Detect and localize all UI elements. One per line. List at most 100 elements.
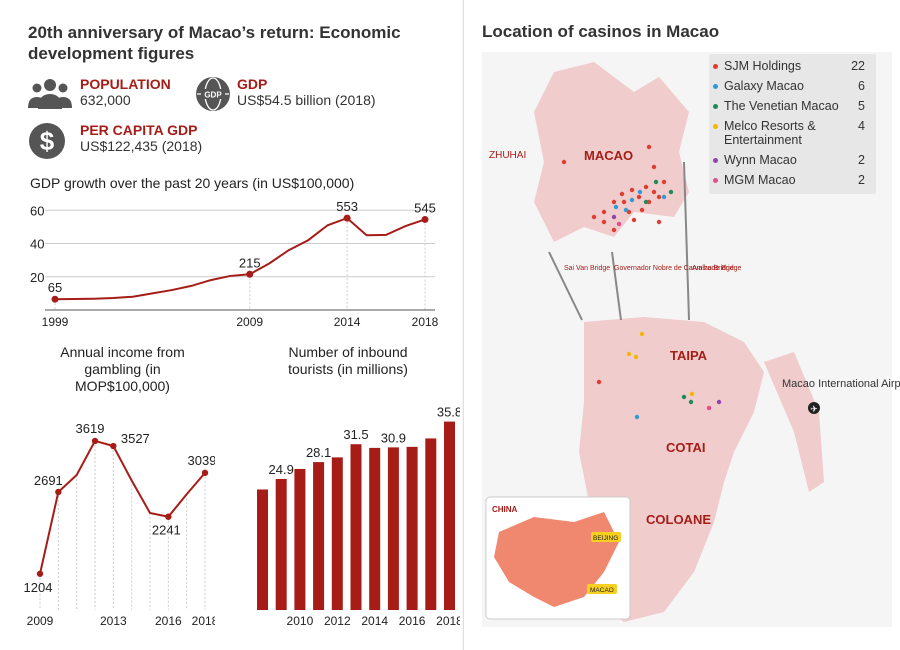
casino-dot — [611, 214, 617, 220]
legend-dot — [713, 158, 718, 164]
casino-dot — [631, 217, 637, 223]
gdp-series-line — [54, 216, 426, 301]
casino-dot — [633, 354, 639, 360]
left-panel: 20th anniversary of Macao’s return: Econ… — [23, 23, 460, 628]
casino-dot — [611, 227, 617, 233]
tourist-bar — [313, 462, 325, 610]
casino-dot — [613, 204, 619, 210]
tourist-bar — [275, 478, 287, 610]
legend-item: SJM Holdings 22 — [713, 59, 873, 73]
gambling-data-label: 2691 — [34, 473, 63, 488]
legend-label: Galaxy Macao — [724, 79, 804, 93]
legend-label: MGM Macao — [724, 173, 796, 187]
casino-dot — [639, 207, 645, 213]
gdp-value: US$54.5 billion (2018) — [237, 92, 376, 108]
legend-item: Melco Resorts & Entertainment 4 — [713, 119, 873, 147]
gambling-chart-title: Annual income from gambling (in MOP$100,… — [60, 344, 185, 394]
casino-dot — [636, 194, 642, 200]
svg-text:GDP: GDP — [204, 91, 222, 100]
tourist-bar-chart: 24.9 28.1 31.5 30.9 35.8 2010 2012 2014 2016 2018 — [257, 405, 460, 628]
legend-item: Galaxy Macao 6 — [713, 79, 873, 93]
casino-dot — [656, 219, 662, 225]
legend-item: Wynn Macao 2 — [713, 153, 873, 167]
legend-dot — [713, 104, 718, 110]
gambling-xtick: 2018 — [192, 614, 215, 628]
casino-dot — [561, 159, 567, 165]
legend: SJM Holdings 22 Galaxy Macao 6 The Venetian … — [709, 54, 876, 194]
gdp-ytick: 20 — [30, 270, 44, 285]
tourist-xtick: 2018 — [436, 614, 460, 628]
airport-icon — [808, 402, 820, 414]
casino-dot — [611, 199, 617, 205]
gambling-data-label: 2241 — [152, 523, 181, 538]
legend-item: MGM Macao 2 — [713, 173, 873, 187]
taipa-label: TAIPA — [670, 348, 708, 363]
gambling-data-label: 3619 — [76, 421, 105, 436]
gdp-xtick: 2018 — [412, 315, 439, 329]
tourist-bar — [406, 446, 418, 610]
casino-dot — [629, 197, 635, 203]
casino-dot — [637, 189, 643, 195]
gdp-label: GDP — [237, 76, 268, 92]
gambling-data-label: 3527 — [121, 431, 150, 446]
legend-count: 4 — [858, 119, 865, 133]
amizade-label: Amizade Bridge — [692, 265, 742, 272]
gambling-data-label: 1204 — [24, 580, 53, 595]
gambling-point — [201, 469, 209, 477]
cotai-label: COTAI — [666, 440, 705, 455]
casino-dot — [626, 351, 632, 357]
casino-dot — [596, 379, 602, 385]
china-shape — [494, 512, 619, 607]
legend-count: 6 — [858, 79, 865, 93]
casino-dot — [601, 209, 607, 215]
gambling-point — [55, 488, 62, 496]
population-value: 632,000 — [80, 92, 131, 108]
gdp-point — [421, 215, 429, 223]
casino-dot — [656, 194, 662, 200]
gambling-xtick: 2013 — [100, 614, 127, 628]
casino-dot — [661, 194, 667, 200]
gdp-ytick: 40 — [30, 237, 44, 252]
casino-dot — [623, 207, 629, 213]
nobre-carvalho-bridge — [611, 251, 622, 321]
casino-dot — [639, 331, 645, 337]
casino-dot — [689, 391, 695, 397]
beijing-tag — [591, 532, 621, 542]
map-title: Location of casinos in Macao — [482, 22, 720, 41]
gdp-data-label: 545 — [414, 200, 436, 215]
gambling-data-label: 3039 — [188, 453, 215, 468]
population-label: POPULATION — [80, 76, 171, 92]
tourist-bar — [350, 444, 362, 610]
casino-dot — [688, 399, 694, 405]
coloane-label: COLOANE — [646, 512, 711, 527]
casino-dots — [561, 144, 722, 420]
gambling-series-line — [39, 439, 206, 574]
casino-dot — [616, 221, 622, 227]
tourist-bar — [444, 421, 455, 610]
legend-dot — [713, 64, 718, 70]
gambling-xtick: 2016 — [155, 614, 182, 628]
legend-count: 2 — [858, 173, 865, 187]
gdp-xtick: 2014 — [334, 315, 361, 329]
casino-dot — [681, 394, 687, 400]
macao-tag — [587, 584, 617, 594]
gdp-point — [246, 270, 254, 278]
casino-dot — [668, 189, 674, 195]
casino-dot — [651, 189, 657, 195]
casino-map: ZHUHAI MACAO TAIPA COTAI COLOANE Sai Van… — [482, 52, 900, 627]
tourist-bar — [257, 489, 268, 610]
legend-count: 5 — [858, 99, 865, 113]
tourist-data-label: 24.9 — [269, 462, 294, 477]
sai-van-label: Sai Van Bridge — [564, 265, 610, 272]
airport-island — [764, 352, 824, 492]
casino-dot — [601, 219, 607, 225]
gdp-globe-icon: GDP — [196, 77, 230, 111]
legend-label: The Venetian Macao — [724, 99, 839, 113]
gambling-xtick: 2009 — [27, 614, 54, 628]
casino-dot — [591, 214, 597, 220]
tourist-data-label: 35.8 — [437, 405, 460, 420]
tourist-xtick: 2012 — [324, 614, 351, 628]
tourist-data-label: 28.1 — [306, 445, 331, 460]
per-capita-gdp-label: PER CAPITA GDP — [80, 122, 198, 138]
gambling-point — [91, 437, 99, 445]
